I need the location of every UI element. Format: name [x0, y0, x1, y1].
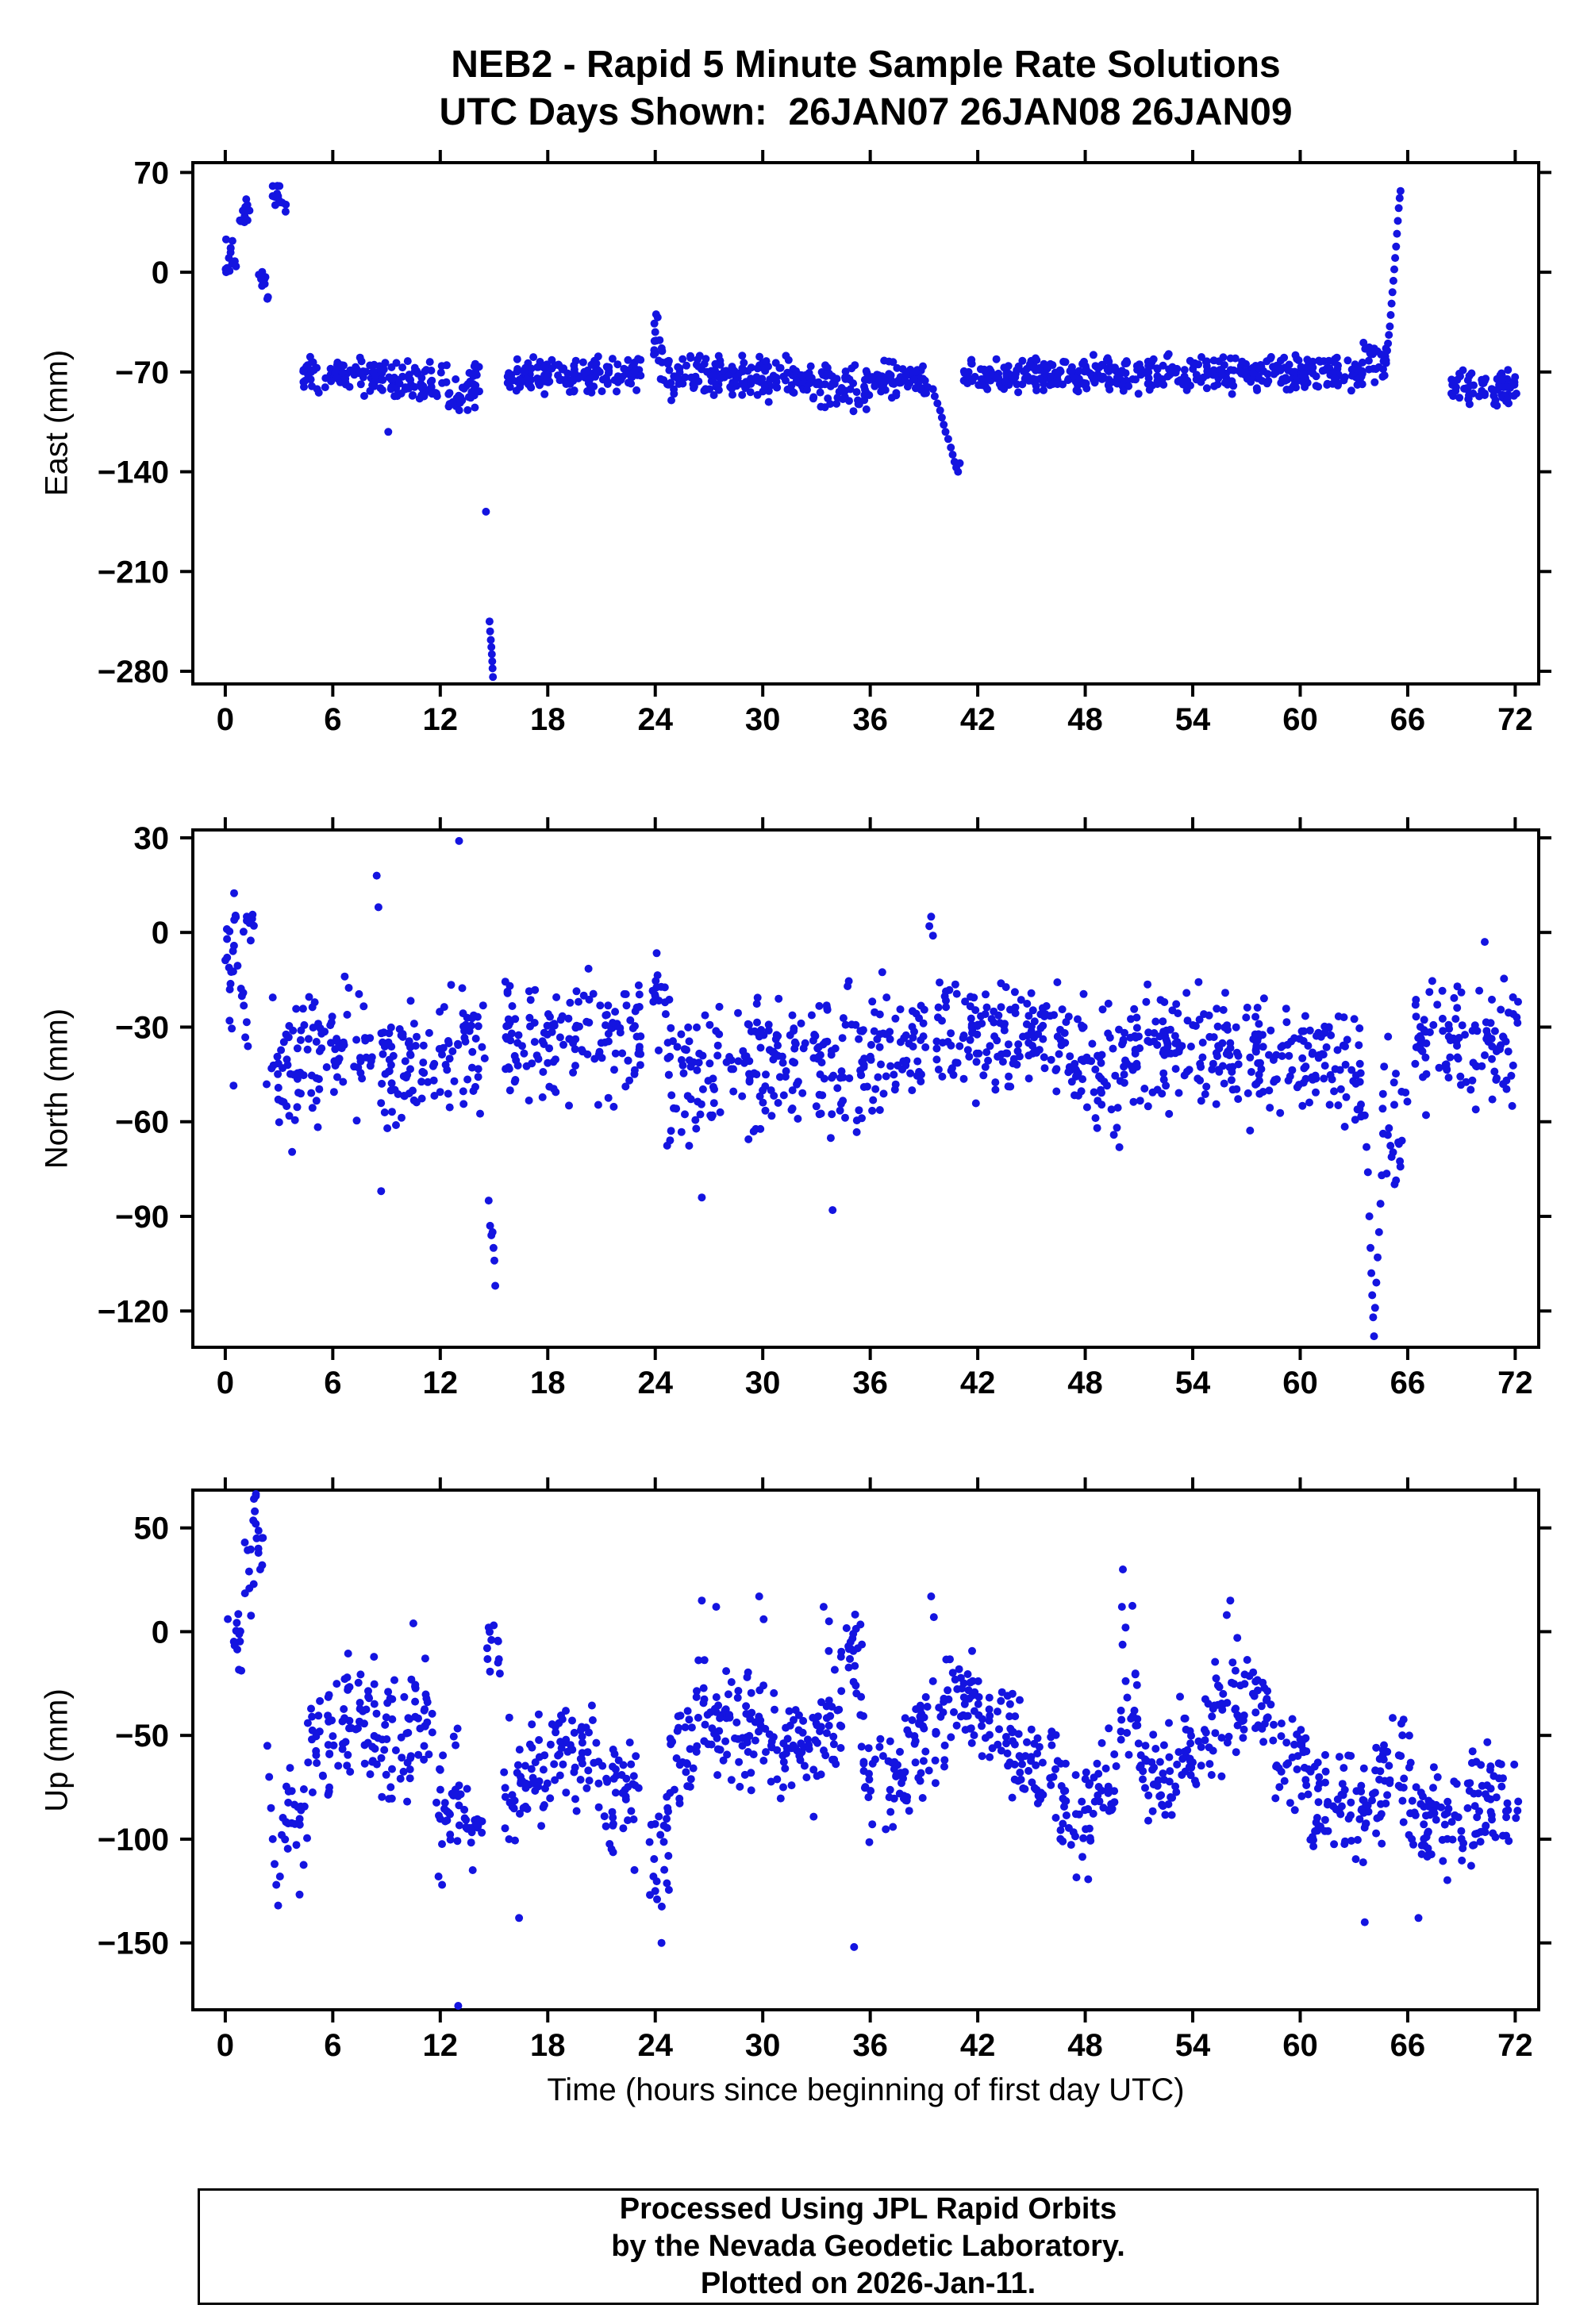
- y-axis-label-north: North (mm): [39, 1008, 75, 1170]
- svg-text:30: 30: [745, 2028, 781, 2063]
- footer-line-3: Plotted on 2026-Jan-11.: [700, 2267, 1036, 2300]
- svg-text:66: 66: [1390, 1366, 1426, 1400]
- axes-north: [180, 817, 1551, 1360]
- scatter-plot-north: 0 6 12 18 24 30 36 42 48 54 60 66 72 30 0 −30 −60 −90 −120: [98, 817, 1551, 1400]
- tick-labels-east: 0 6 12 18 24 30 36 42 48 54 60 66 72 70 0 −70 −140 −210 −2…: [98, 156, 1533, 737]
- svg-text:54: 54: [1175, 702, 1211, 737]
- scatter-points-north: [221, 836, 1522, 1341]
- svg-text:36: 36: [852, 702, 888, 737]
- svg-text:30: 30: [134, 821, 170, 856]
- svg-text:72: 72: [1497, 702, 1533, 737]
- svg-text:60: 60: [1282, 2028, 1318, 2063]
- svg-text:42: 42: [960, 2028, 996, 2063]
- svg-text:18: 18: [530, 2028, 566, 2063]
- scatter-plot-east: 0 6 12 18 24 30 36 42 48 54 60 66 72 70 0 −70 −140 −210 −2…: [98, 150, 1551, 737]
- svg-text:−60: −60: [115, 1105, 169, 1140]
- svg-text:−120: −120: [98, 1294, 169, 1329]
- svg-text:24: 24: [637, 1366, 673, 1400]
- svg-text:24: 24: [637, 2028, 673, 2063]
- svg-text:−140: −140: [98, 455, 169, 490]
- svg-text:−100: −100: [98, 1823, 169, 1857]
- svg-text:18: 18: [530, 702, 566, 737]
- chart-title-line1: NEB2 - Rapid 5 Minute Sample Rate Soluti…: [451, 44, 1281, 86]
- svg-text:0: 0: [152, 1615, 169, 1650]
- svg-text:60: 60: [1282, 1366, 1318, 1400]
- svg-text:−90: −90: [115, 1200, 169, 1235]
- chart-title-line2: UTC Days Shown: 26JAN07 26JAN08 26JAN09: [439, 91, 1293, 133]
- svg-text:0: 0: [217, 702, 234, 737]
- svg-text:12: 12: [423, 1366, 459, 1400]
- svg-text:0: 0: [217, 2028, 234, 2063]
- svg-text:12: 12: [423, 2028, 459, 2063]
- svg-text:24: 24: [637, 702, 673, 737]
- svg-text:12: 12: [423, 702, 459, 737]
- tick-labels-up: 0 6 12 18 24 30 36 42 48 54 60 66 72 50 0 −50 −100 −150: [98, 1512, 1533, 2063]
- svg-text:−150: −150: [98, 1926, 169, 1961]
- footer-line-1: Processed Using JPL Rapid Orbits: [619, 2192, 1117, 2226]
- panel-up: 0 6 12 18 24 30 36 42 48 54 60 66 72 50 0 −50 −100 −150: [98, 1477, 1551, 2063]
- panel-north: 0 6 12 18 24 30 36 42 48 54 60 66 72 30 0 −30 −60 −90 −120: [98, 817, 1551, 1400]
- svg-text:50: 50: [134, 1512, 170, 1546]
- tick-labels-north: 0 6 12 18 24 30 36 42 48 54 60 66 72 30 0 −30 −60 −90 −120: [98, 821, 1533, 1400]
- svg-text:−70: −70: [115, 355, 169, 390]
- svg-text:36: 36: [852, 2028, 888, 2063]
- svg-text:30: 30: [745, 702, 781, 737]
- svg-text:42: 42: [960, 1366, 996, 1400]
- svg-text:36: 36: [852, 1366, 888, 1400]
- svg-text:0: 0: [152, 916, 169, 951]
- scatter-points-east: [221, 182, 1520, 682]
- svg-text:66: 66: [1390, 702, 1426, 737]
- scatter-points-up: [224, 1490, 1523, 2010]
- panel-east: 0 6 12 18 24 30 36 42 48 54 60 66 72 70 0 −70 −140 −210 −2…: [98, 150, 1551, 737]
- svg-text:−50: −50: [115, 1719, 169, 1754]
- svg-text:66: 66: [1390, 2028, 1426, 2063]
- svg-text:48: 48: [1067, 1366, 1103, 1400]
- svg-text:−280: −280: [98, 655, 169, 690]
- svg-text:18: 18: [530, 1366, 566, 1400]
- svg-text:60: 60: [1282, 702, 1318, 737]
- svg-text:42: 42: [960, 702, 996, 737]
- axes-east: [180, 150, 1551, 697]
- svg-text:−30: −30: [115, 1010, 169, 1045]
- axes-up: [180, 1477, 1551, 2022]
- svg-text:0: 0: [152, 255, 169, 290]
- footer-box: Processed Using JPL Rapid Orbits by the …: [198, 2188, 1539, 2305]
- y-axis-label-up: Up (mm): [39, 1688, 75, 1812]
- svg-text:6: 6: [324, 702, 341, 737]
- svg-text:72: 72: [1497, 1366, 1533, 1400]
- svg-text:70: 70: [134, 156, 170, 190]
- footer-line-2: by the Nevada Geodetic Laboratory.: [611, 2230, 1125, 2263]
- svg-text:48: 48: [1067, 702, 1103, 737]
- y-axis-label-east: East (mm): [39, 349, 75, 497]
- svg-text:6: 6: [324, 1366, 341, 1400]
- svg-text:−210: −210: [98, 555, 169, 590]
- svg-text:48: 48: [1067, 2028, 1103, 2063]
- x-axis-title: Time (hours since beginning of first day…: [547, 2072, 1185, 2107]
- svg-text:72: 72: [1497, 2028, 1533, 2063]
- svg-text:54: 54: [1175, 2028, 1211, 2063]
- svg-text:30: 30: [745, 1366, 781, 1400]
- svg-text:54: 54: [1175, 1366, 1211, 1400]
- svg-text:0: 0: [217, 1366, 234, 1400]
- svg-text:6: 6: [324, 2028, 341, 2063]
- scatter-plot-up: 0 6 12 18 24 30 36 42 48 54 60 66 72 50 0 −50 −100 −150: [98, 1477, 1551, 2063]
